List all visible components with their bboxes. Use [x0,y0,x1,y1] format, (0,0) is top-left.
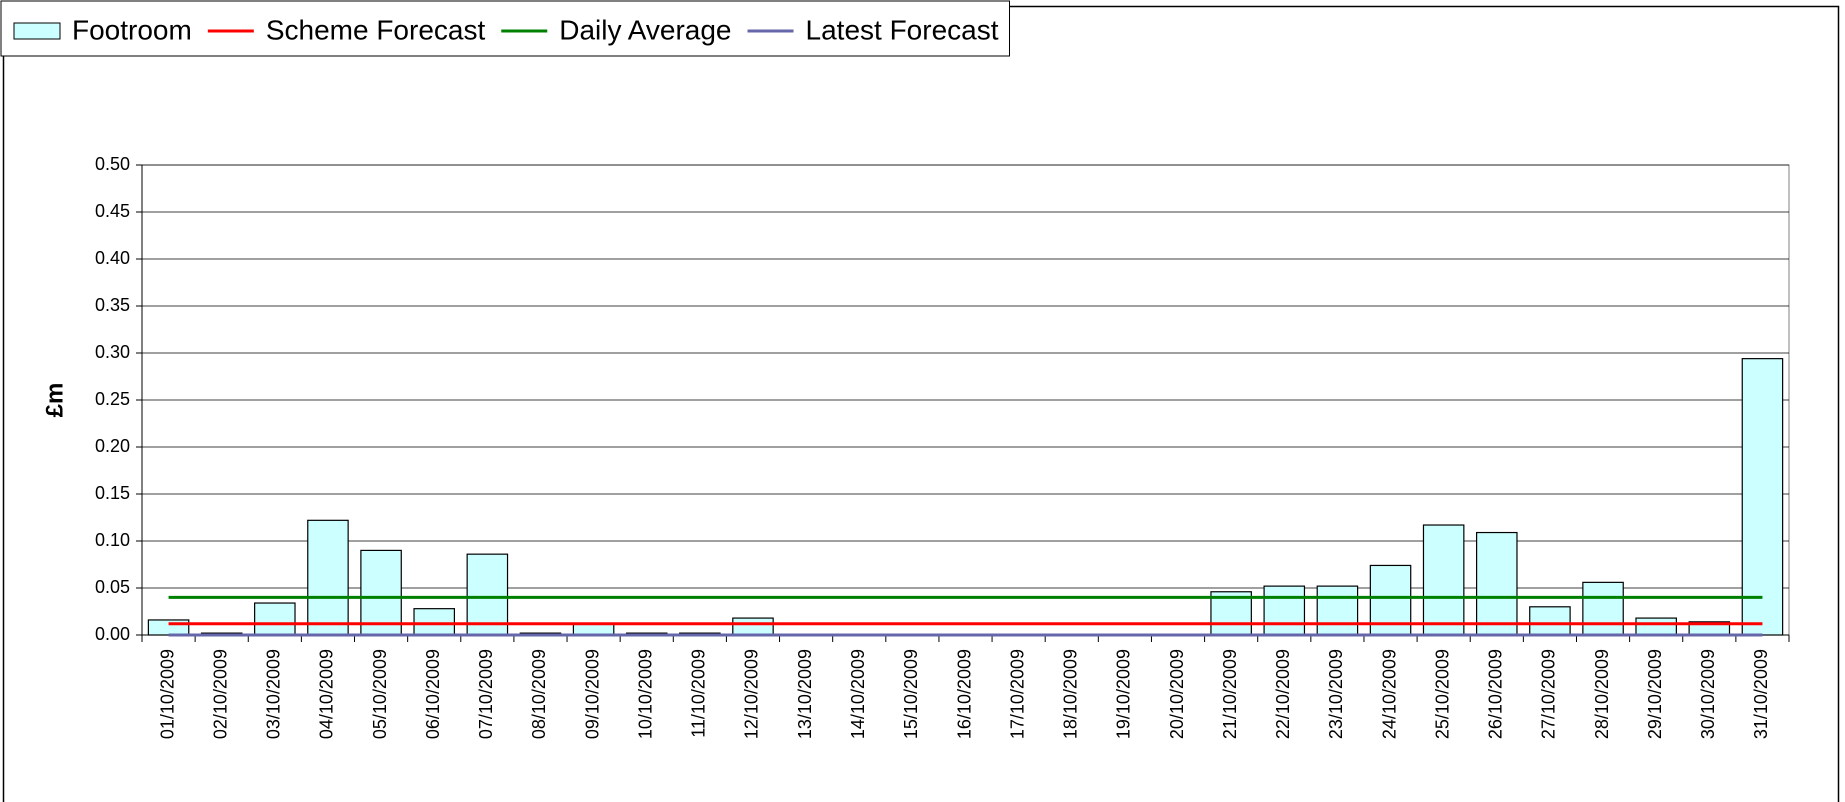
x-tick-label: 16/10/2009 [954,649,974,739]
x-tick-label: 26/10/2009 [1486,649,1506,739]
legend-swatch [13,22,61,40]
y-axis-label: £m [41,383,68,418]
bar [307,519,349,636]
bar [147,619,190,636]
x-tick-label: 07/10/2009 [476,649,496,739]
x-tick-label: 05/10/2009 [370,649,390,739]
y-tick-label: 0.15 [95,483,130,503]
y-tick-label: 0.20 [95,436,130,456]
y-tick-label: 0.00 [95,624,130,644]
bar [1529,606,1571,636]
y-tick-label: 0.10 [95,530,130,550]
y-tick-label: 0.05 [95,577,130,597]
bar [1476,531,1518,636]
x-tick-label: 06/10/2009 [423,649,443,739]
x-tick-label: 19/10/2009 [1114,649,1134,739]
y-tick-label: 0.45 [95,201,130,221]
bar [1635,617,1677,636]
bar [413,608,455,636]
x-tick-label: 28/10/2009 [1592,649,1612,739]
legend-label: Daily Average [559,14,731,45]
x-tick-label: 15/10/2009 [901,649,921,739]
x-tick-label: 20/10/2009 [1167,649,1187,739]
legend-label: Scheme Forecast [266,14,486,45]
legend-label: Footroom [72,14,192,45]
x-tick-label: 11/10/2009 [689,649,709,738]
x-tick-label: 25/10/2009 [1432,649,1452,739]
x-tick-label: 01/10/2009 [157,649,177,739]
x-tick-label: 03/10/2009 [264,649,284,739]
x-tick-label: 31/10/2009 [1751,649,1771,739]
x-tick-label: 12/10/2009 [742,649,762,739]
x-tick-label: 17/10/2009 [1007,649,1027,739]
y-tick-label: 0.25 [95,389,130,409]
x-tick-label: 23/10/2009 [1326,649,1346,739]
legend-label: Latest Forecast [806,14,999,45]
bar [1741,358,1784,636]
x-tick-label: 02/10/2009 [210,649,230,739]
bar [254,602,296,636]
x-tick-label: 27/10/2009 [1539,649,1559,739]
bar [572,623,615,636]
x-tick-label: 10/10/2009 [635,649,655,739]
bar [1422,524,1465,636]
x-tick-label: 30/10/2009 [1698,649,1718,739]
x-tick-label: 18/10/2009 [1061,649,1081,739]
x-tick-label: 24/10/2009 [1379,649,1399,739]
y-tick-label: 0.30 [95,342,130,362]
bar [1210,591,1252,636]
x-tick-label: 14/10/2009 [848,649,868,739]
y-tick-label: 0.35 [95,295,130,315]
x-tick-label: 21/10/2009 [1220,649,1240,739]
y-tick-label: 0.50 [95,154,130,174]
legend-box [0,0,1010,57]
x-tick-label: 22/10/2009 [1273,649,1293,739]
x-tick-label: 29/10/2009 [1645,649,1665,739]
y-tick-label: 0.40 [95,248,130,268]
x-tick-label: 08/10/2009 [529,649,549,739]
x-tick-label: 13/10/2009 [795,649,815,739]
bar [1263,585,1306,636]
x-tick-label: 04/10/2009 [317,649,337,739]
bar [732,617,774,636]
bar [1582,581,1624,636]
x-tick-label: 09/10/2009 [582,649,602,739]
bar [1316,585,1359,636]
